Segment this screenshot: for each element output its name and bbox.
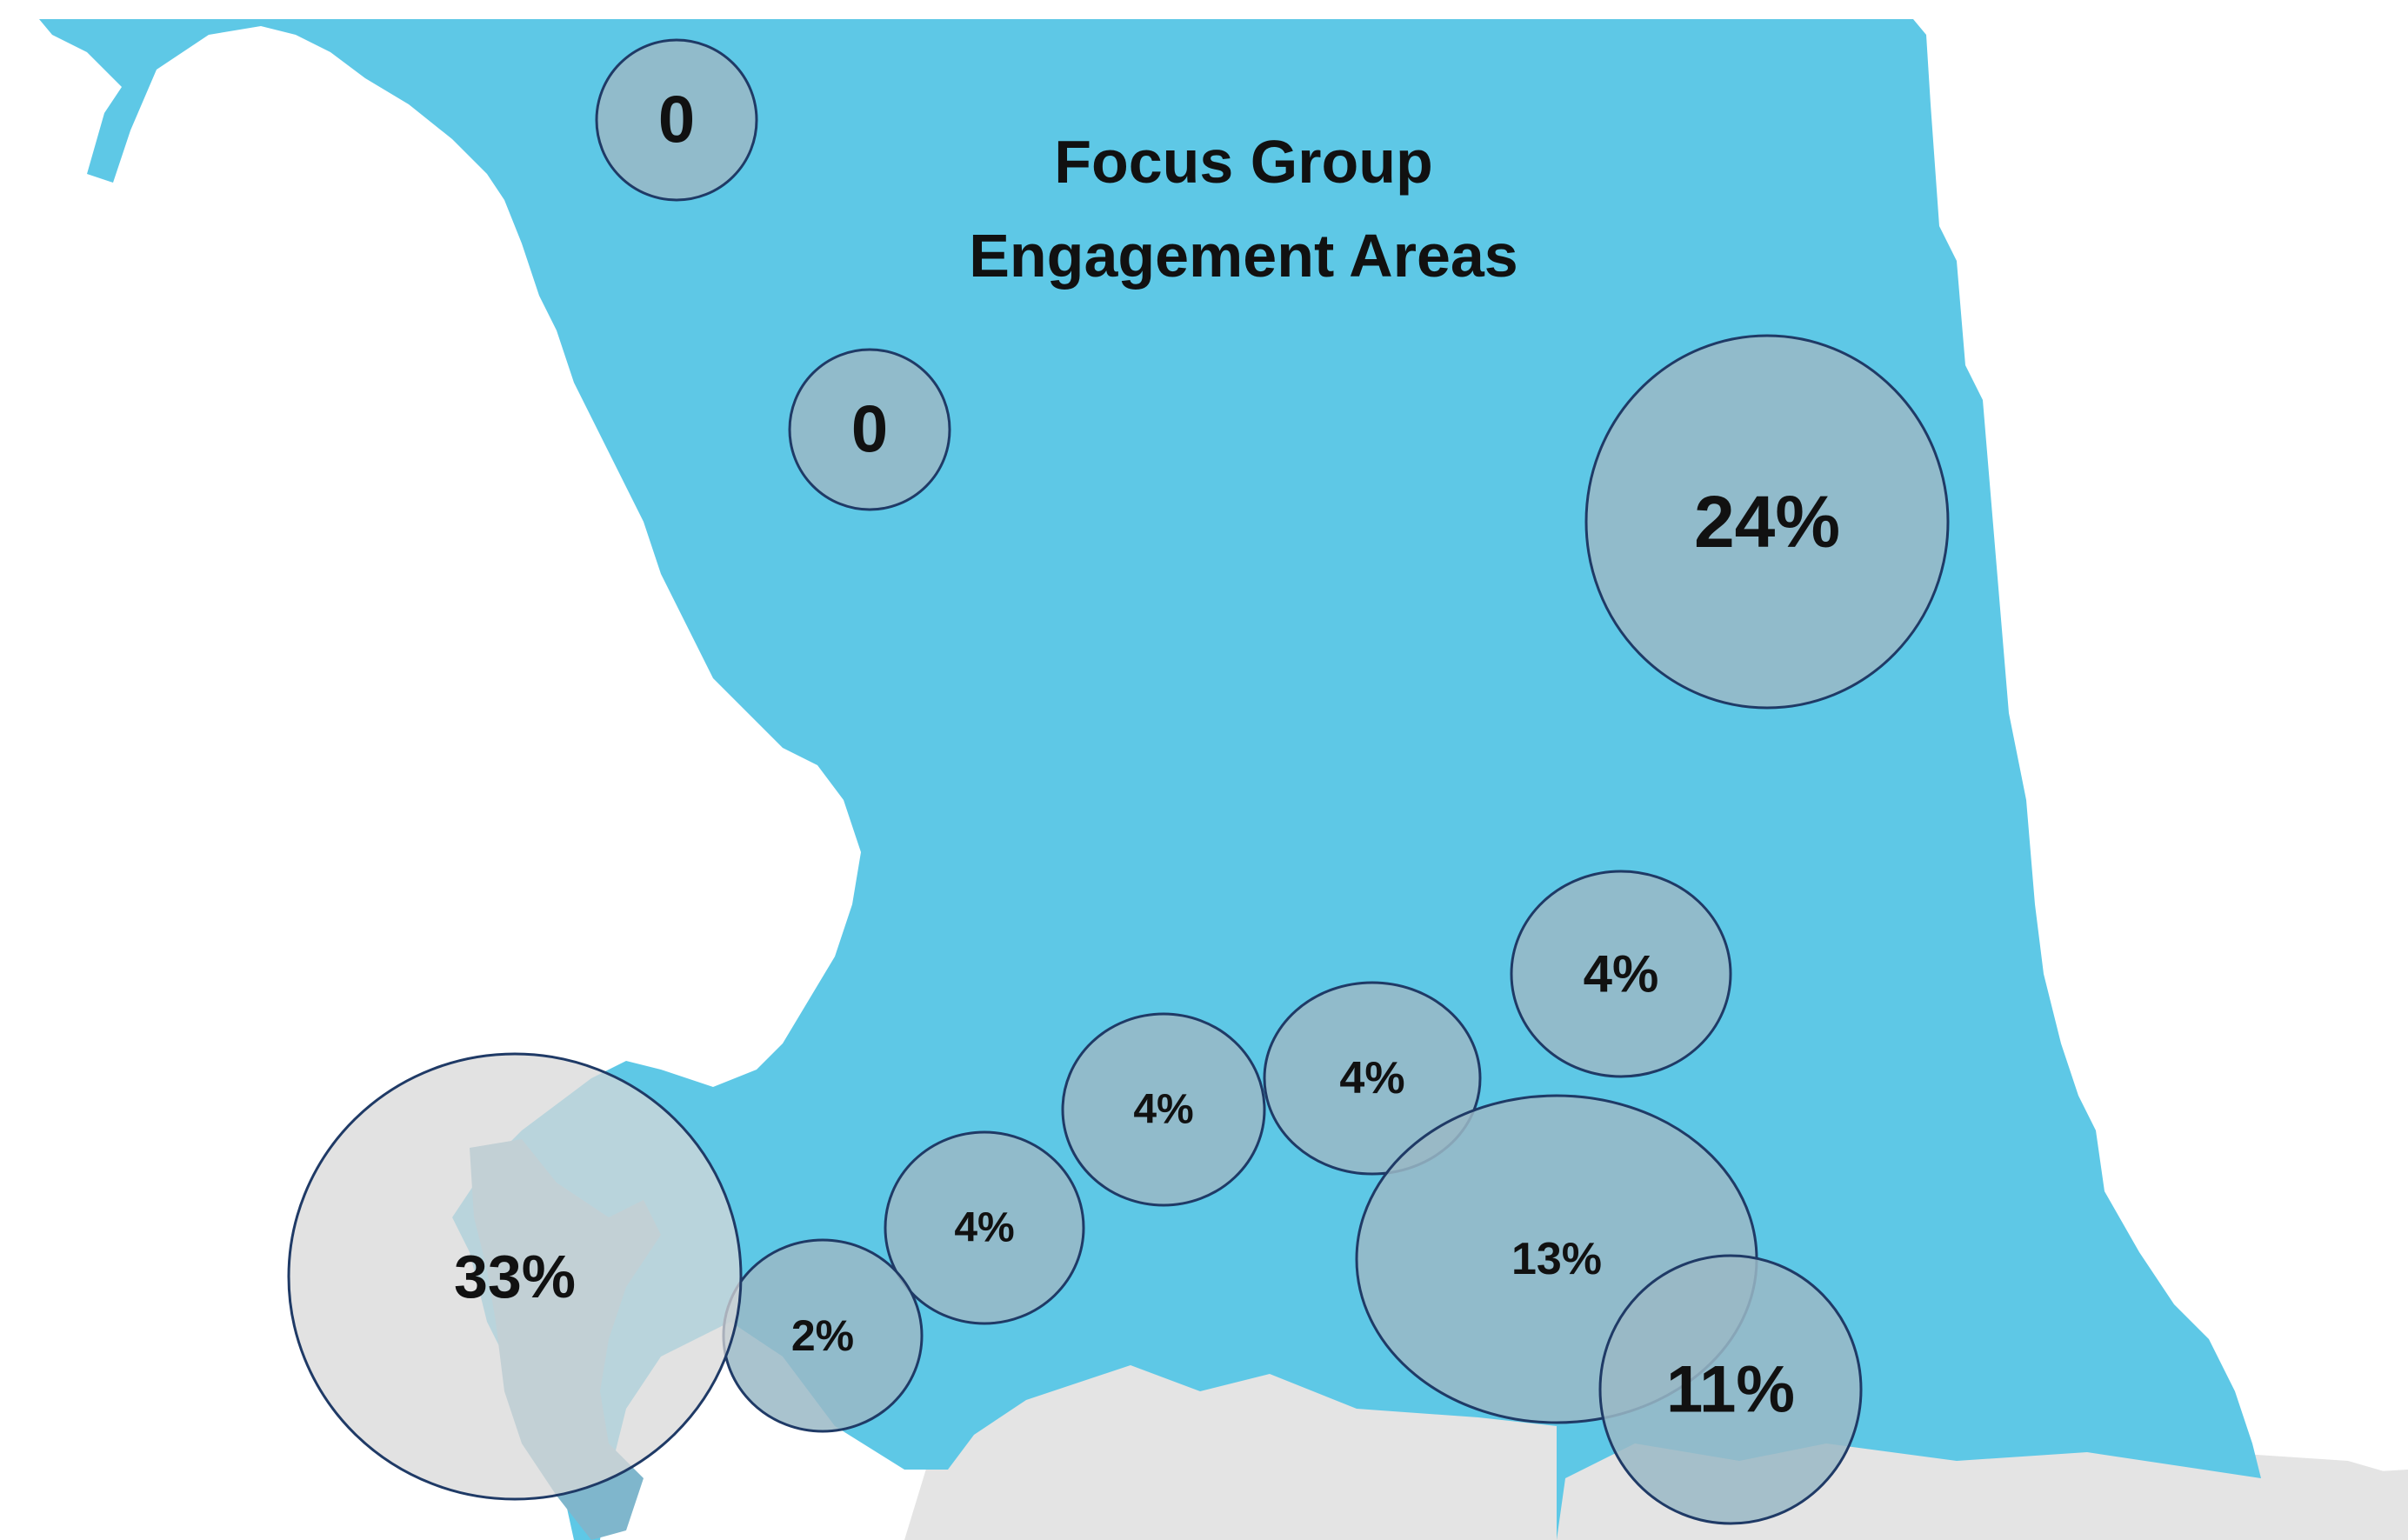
area-label-southwest-coast: 2%: [791, 1311, 854, 1360]
area-circle-central: [1061, 1012, 1266, 1207]
map-title: Focus Group Engagement Areas: [969, 128, 1518, 290]
area-bubble-central: 4%: [1061, 1012, 1266, 1207]
area-bubble-southwest-coast: 2%: [722, 1238, 924, 1433]
area-bubble-northwest: 0: [788, 348, 951, 511]
area-label-south-central: 13%: [1511, 1234, 1602, 1284]
area-label-central-west: 4%: [954, 1205, 1014, 1251]
area-bubble-central-west: 4%: [884, 1130, 1085, 1325]
map-title-line1: Focus Group: [1054, 128, 1433, 196]
area-bubble-central-east: 4%: [1263, 981, 1482, 1176]
area-label-far-northwest: 0: [658, 83, 695, 157]
area-label-northwest: 0: [851, 393, 888, 467]
area-bubble-southeast: 11%: [1598, 1254, 1863, 1525]
area-circle-southeast: [1598, 1254, 1863, 1525]
area-bubble-east-central: 4%: [1510, 870, 1732, 1078]
area-bubble-northeast: 24%: [1584, 334, 1950, 710]
area-label-northeast: 24%: [1694, 481, 1840, 563]
area-circle-far-northwest: [595, 38, 758, 202]
area-circle-central-west: [884, 1130, 1085, 1325]
area-label-central: 4%: [1133, 1087, 1193, 1133]
engagement-bubbles: 0 0 24% 4% 4% 4% 4% 2% 33% 13% 11%: [287, 38, 1950, 1525]
area-label-central-east: 4%: [1339, 1053, 1404, 1103]
area-label-southeast: 11%: [1666, 1353, 1795, 1427]
map-title-line2: Engagement Areas: [969, 222, 1518, 290]
neighbor-land-southeast: [2244, 1470, 2408, 1540]
area-circle-island: [287, 1052, 743, 1501]
area-circle-east-central: [1510, 870, 1732, 1078]
area-circle-northeast: [1584, 334, 1950, 710]
area-circle-northwest: [788, 348, 951, 511]
area-bubble-island: 33%: [287, 1052, 743, 1501]
area-label-east-central: 4%: [1584, 945, 1659, 1003]
area-label-island: 33%: [454, 1243, 576, 1310]
area-bubble-far-northwest: 0: [595, 38, 758, 202]
area-circle-central-east: [1263, 981, 1482, 1176]
